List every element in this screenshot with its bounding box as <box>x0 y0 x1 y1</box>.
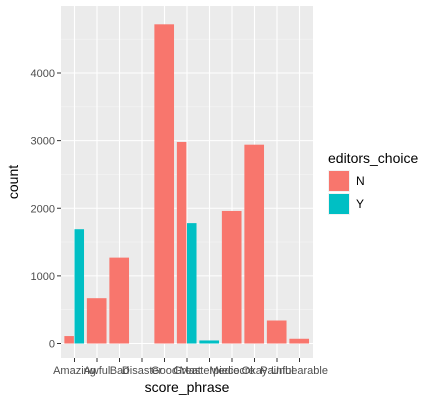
legend-title: editors_choice <box>328 150 418 166</box>
y-axis: 0 1000 2000 3000 4000 <box>31 68 61 351</box>
y-tick-label: 2000 <box>31 203 55 215</box>
bar-unbearable-n <box>289 339 309 344</box>
y-tick-label: 4000 <box>31 68 55 80</box>
bar-painful-n <box>267 321 287 344</box>
bar-awful-n <box>87 298 107 343</box>
bar-good-n <box>154 24 174 343</box>
legend-swatch-n <box>329 171 349 191</box>
y-tick-label: 1000 <box>31 271 55 283</box>
y-tick-label: 3000 <box>31 136 55 148</box>
bar-bad-n <box>109 258 129 344</box>
bar-okay-n <box>244 145 264 344</box>
bar-great-y <box>187 223 197 343</box>
bar-amazing-y <box>75 229 85 343</box>
y-axis-title: count <box>5 165 21 199</box>
bar-amazing-n <box>64 336 74 343</box>
y-tick-label: 0 <box>49 339 55 351</box>
bar-mediocre-n <box>222 211 242 344</box>
legend-swatch-y <box>329 194 349 214</box>
x-axis-title: score_phrase <box>145 379 230 395</box>
x-tick-label: Awful <box>84 365 111 377</box>
x-tick-label: Unbearable <box>271 365 328 377</box>
legend: editors_choice NY <box>328 150 418 215</box>
bar-masterpiece-y <box>199 340 219 343</box>
legend-label-y: Y <box>356 197 364 211</box>
legend-label-n: N <box>356 174 365 188</box>
bar-great-n <box>177 142 187 344</box>
